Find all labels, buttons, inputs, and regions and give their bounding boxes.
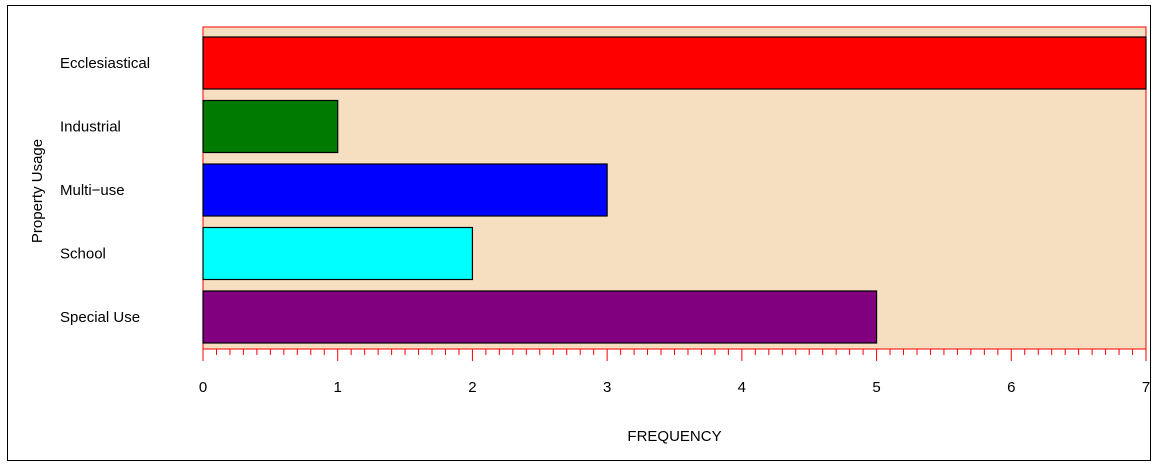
x-axis-ticks bbox=[202, 349, 1147, 361]
bar-multi-use bbox=[202, 163, 608, 217]
x-tick-label: 2 bbox=[468, 379, 476, 396]
bar-ecclesiastical bbox=[202, 36, 1147, 90]
y-axis-category-labels: Ecclesiastical Industrial Multi−use School S… bbox=[60, 55, 150, 326]
bar-special-use bbox=[202, 290, 878, 344]
bars-layer bbox=[202, 36, 1147, 344]
x-tick-label: 4 bbox=[738, 379, 746, 396]
x-tick-label: 6 bbox=[1007, 379, 1015, 396]
x-tick-label: 5 bbox=[872, 379, 880, 396]
x-axis-tick-labels: 0 1 2 3 4 5 6 7 bbox=[199, 379, 1150, 396]
bar-school bbox=[202, 226, 474, 281]
x-tick-label: 1 bbox=[334, 379, 342, 396]
x-tick-label: 0 bbox=[199, 379, 207, 396]
category-label-special-use: Special Use bbox=[60, 309, 140, 326]
x-tick-label: 3 bbox=[603, 379, 611, 396]
x-tick-label: 7 bbox=[1142, 379, 1150, 396]
x-axis-title: FREQUENCY bbox=[627, 428, 721, 445]
category-label-industrial: Industrial bbox=[60, 119, 121, 136]
bar-industrial bbox=[202, 99, 339, 154]
category-label-multi-use: Multi−use bbox=[60, 182, 125, 199]
category-label-school: School bbox=[60, 246, 106, 263]
category-label-ecclesiastical: Ecclesiastical bbox=[60, 55, 150, 72]
y-axis-title: Property Usage bbox=[29, 139, 46, 243]
